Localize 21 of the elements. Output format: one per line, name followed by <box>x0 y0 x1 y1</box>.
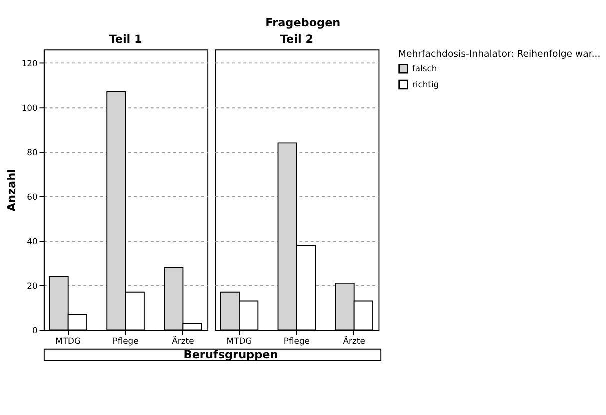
chart-title: Teil 1 <box>109 33 143 46</box>
legend-title: Mehrfachdosis-Inhalator: Reihenfolge war... <box>398 49 601 60</box>
legend-label: richtig <box>412 80 440 90</box>
x-tick-label: Pflege <box>112 336 139 346</box>
y-tick-label: 120 <box>22 58 38 68</box>
y-tick-label: 80 <box>27 147 38 158</box>
y-tick-label: 100 <box>22 102 38 113</box>
y-tick-label: 20 <box>27 280 38 291</box>
x-tick-label: Pflege <box>284 336 310 346</box>
x-tick-label: MTDG <box>226 336 252 346</box>
x-tick-label: Ärzte <box>172 336 194 346</box>
text: Fragebogen <box>266 16 341 30</box>
y-axis-title: Anzahl <box>5 169 18 212</box>
x-tick-label: Ärzte <box>343 336 366 346</box>
x-axis-title: Berufsgruppen <box>184 348 278 362</box>
x-tick-label: MTDG <box>56 336 82 346</box>
legend-label: falsch <box>412 64 438 74</box>
chart-title: Teil 2 <box>280 33 314 46</box>
y-tick-label: 0 <box>32 325 38 336</box>
y-tick-label: 40 <box>27 236 38 246</box>
y-tick-label: 60 <box>27 192 38 202</box>
